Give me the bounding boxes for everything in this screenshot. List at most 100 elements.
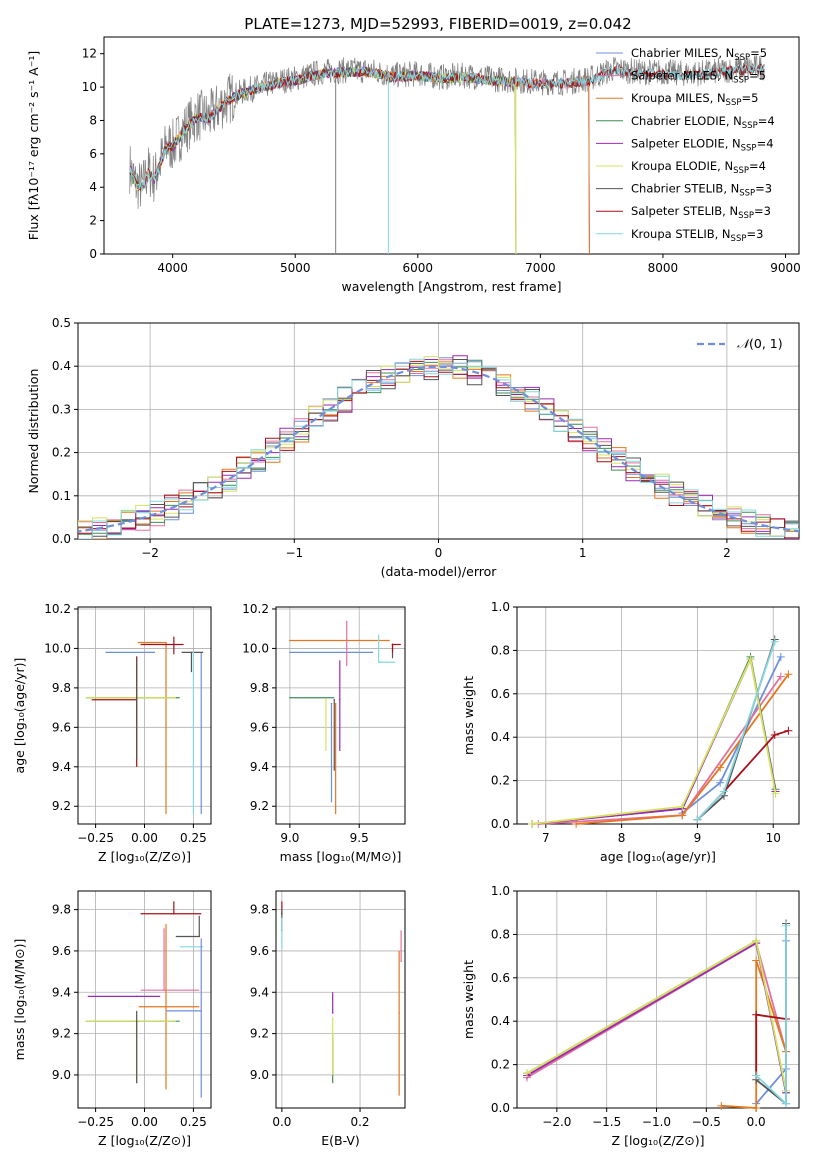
age_vs_Z-axes: −0.25 0.00 0.25 9.2 9.4 9.6 9.8 10.0 10.2 Z [log₁… xyxy=(12,602,212,864)
weight-marker xyxy=(717,1101,726,1110)
x-tick-label: 9.0 xyxy=(280,831,299,845)
data-point xyxy=(190,651,193,654)
x-tick-label: 5000 xyxy=(280,261,311,275)
y-axis-label: mass [log₁₀(M/M⊙)] xyxy=(12,939,27,1061)
legend-label: Salpeter ELODIE, NSSP=4 xyxy=(631,136,774,153)
x-tick-label: 2 xyxy=(723,546,731,560)
y-tick-label: 0.8 xyxy=(491,643,510,657)
model-line-4 xyxy=(129,65,517,254)
x-axis-label: Z [log₁₀(Z/Z⊙)] xyxy=(98,849,191,864)
data-point xyxy=(135,698,138,701)
x-tick-label: −1 xyxy=(285,546,303,560)
weight-marker xyxy=(716,763,725,772)
y-tick-label: 0.1 xyxy=(52,489,71,503)
mass_vs_Z-frame xyxy=(77,890,212,1109)
spectrum-frame xyxy=(103,36,800,255)
y-tick-label: 1.0 xyxy=(491,600,510,614)
y-tick-label: 0.5 xyxy=(52,316,71,330)
data-point xyxy=(398,1012,400,1014)
y-tick-label: 0.4 xyxy=(491,730,510,744)
y-axis-label: mass weight xyxy=(461,676,476,755)
weight-marker xyxy=(719,787,728,796)
weight_vs_Z-frame xyxy=(516,890,800,1109)
model-line-3 xyxy=(129,66,517,254)
legend-label: Chabrier MILES, NSSP=5 xyxy=(631,46,767,63)
weight-line-2 xyxy=(576,673,790,825)
y-tick-label: 9.0 xyxy=(52,1068,71,1082)
weight-marker xyxy=(752,1010,761,1019)
x-tick-label: 9.5 xyxy=(350,831,369,845)
y-axis-label: Flux [fλ10⁻¹⁷ erg cm⁻² s⁻¹ A⁻¹] xyxy=(26,51,41,240)
data-point xyxy=(391,643,394,646)
data-point xyxy=(192,946,195,948)
mass_vs_EBV-frame xyxy=(275,890,406,1109)
x-tick-label: 0.2 xyxy=(350,1115,369,1129)
y-tick-label: 9.8 xyxy=(250,681,269,695)
x-tick-label: 9000 xyxy=(770,261,801,275)
y-tick-label: 4 xyxy=(89,180,97,194)
mass_vs_EBV-axes: 0.0 0.2 9.0 9.2 9.4 9.6 9.8 E(B-V) xyxy=(250,890,406,1148)
y-axis-label: Normed distribution xyxy=(26,369,41,494)
y-tick-label: 0.0 xyxy=(491,1101,510,1115)
data-spectrum-line xyxy=(129,55,766,209)
x-tick-label: 0 xyxy=(435,546,443,560)
data-point xyxy=(325,698,327,701)
weight-marker xyxy=(784,726,793,735)
x-tick-label: 0.0 xyxy=(747,1115,766,1129)
legend-label: Salpeter MILES, NSSP=5 xyxy=(631,69,766,86)
data-point xyxy=(331,1032,334,1035)
y-tick-label: 2 xyxy=(89,214,97,228)
weight-marker xyxy=(776,652,785,661)
weight_vs_age-frame xyxy=(516,606,800,825)
data-point xyxy=(135,995,138,998)
legend-label: Chabrier STELIB, NSSP=3 xyxy=(631,182,772,199)
x-tick-label: 0.0 xyxy=(272,1115,291,1129)
x-tick-label: −2.0 xyxy=(542,1115,571,1129)
y-tick-label: 9.2 xyxy=(52,1027,71,1041)
weight-marker xyxy=(678,802,687,811)
x-axis-label: (data-model)/error xyxy=(381,564,498,579)
x-axis-label: E(B-V) xyxy=(321,1133,360,1148)
data-point xyxy=(289,696,291,699)
figure-title: PLATE=1273, MJD=52993, FIBERID=0019, z=0… xyxy=(244,15,631,33)
legend-label-reference: 𝒩(0, 1) xyxy=(737,336,783,351)
spectrum-lines xyxy=(129,55,766,254)
x-tick-label: 7000 xyxy=(525,261,556,275)
model-line-5 xyxy=(129,65,517,254)
data-point xyxy=(153,651,156,654)
data-point xyxy=(192,651,195,654)
x-tick-label: 6000 xyxy=(403,261,434,275)
weight-marker xyxy=(693,815,702,824)
model-line-1 xyxy=(129,67,590,254)
data-point xyxy=(200,1010,203,1012)
x-tick-label: −1.5 xyxy=(592,1115,621,1129)
x-tick-label: 8 xyxy=(618,831,626,845)
x-tick-label: 0.00 xyxy=(131,1115,158,1129)
weight-marker xyxy=(752,936,761,945)
spectrum-legend: Chabrier MILES, NSSP=5 Salpeter MILES, NS… xyxy=(596,46,775,244)
y-tick-label: 9.2 xyxy=(250,799,269,813)
weight-marker xyxy=(752,1071,761,1080)
residuals-frame xyxy=(77,322,800,540)
spectrum-axes: 4000 5000 6000 7000 8000 9000 0 2 4 6 8 10 12 wavelen… xyxy=(26,36,801,294)
x-tick-label: 8000 xyxy=(648,261,679,275)
weight-marker xyxy=(771,789,780,798)
data-point xyxy=(165,1005,167,1008)
data-point xyxy=(289,651,291,654)
x-tick-label: 0.25 xyxy=(180,831,207,845)
data-point xyxy=(331,1012,334,1014)
y-tick-label: 9.6 xyxy=(52,944,71,958)
y-tick-label: 0.4 xyxy=(491,1014,510,1028)
x-tick-label: 1 xyxy=(579,546,587,560)
legend-label: Salpeter STELIB, NSSP=3 xyxy=(631,204,771,221)
model-line-2 xyxy=(129,66,590,254)
y-tick-label: 9.2 xyxy=(52,799,71,813)
data-point xyxy=(345,647,348,650)
y-tick-label: 9.0 xyxy=(250,1068,269,1082)
legend-label: Chabrier ELODIE, NSSP=4 xyxy=(631,114,775,131)
x-tick-label: −2 xyxy=(141,546,159,560)
weight-marker xyxy=(572,820,581,828)
model-line-0 xyxy=(129,65,590,254)
y-tick-label: 12 xyxy=(82,47,97,61)
mass_vs_EBV-points xyxy=(281,901,402,1096)
